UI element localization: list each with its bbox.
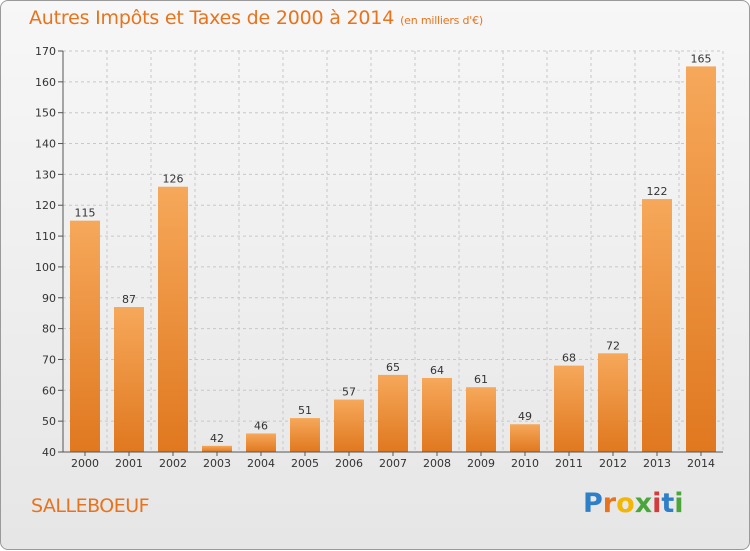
proxiti-logo[interactable]: Proxiti bbox=[583, 488, 684, 519]
bar-2008 bbox=[422, 377, 452, 452]
logo-letter: i bbox=[652, 488, 662, 519]
x-tick-label-2008: 2008 bbox=[423, 457, 451, 470]
bar-2007 bbox=[378, 374, 408, 452]
value-label-2009: 61 bbox=[474, 373, 488, 386]
x-tick-label-2002: 2002 bbox=[159, 457, 187, 470]
value-label-2005: 51 bbox=[298, 404, 312, 417]
bar-2011 bbox=[554, 365, 584, 452]
value-label-2012: 72 bbox=[606, 339, 620, 352]
x-tick-label-2009: 2009 bbox=[467, 457, 495, 470]
value-label-2006: 57 bbox=[342, 386, 356, 399]
logo-letter: x bbox=[634, 488, 653, 519]
value-label-2014: 165 bbox=[691, 52, 712, 65]
y-tick-label: 140 bbox=[35, 138, 56, 151]
logo-letter: o bbox=[616, 488, 635, 519]
value-label-2004: 46 bbox=[254, 419, 268, 432]
logo-letter: i bbox=[674, 488, 684, 519]
bar-2000 bbox=[70, 220, 100, 452]
bar-2005 bbox=[290, 418, 320, 452]
x-tick-label-2001: 2001 bbox=[115, 457, 143, 470]
y-tick-label: 110 bbox=[35, 230, 56, 243]
chart-title: Autres Impôts et Taxes de 2000 à 2014 (en… bbox=[29, 7, 483, 29]
value-label-2003: 42 bbox=[210, 432, 224, 445]
value-label-2000: 115 bbox=[75, 207, 96, 220]
bar-2009 bbox=[466, 387, 496, 452]
x-tick-label-2000: 2000 bbox=[71, 457, 99, 470]
bar-2014 bbox=[686, 66, 716, 452]
y-tick-label: 120 bbox=[35, 199, 56, 212]
value-label-2001: 87 bbox=[122, 293, 136, 306]
value-label-2010: 49 bbox=[518, 410, 532, 423]
bars bbox=[70, 66, 716, 452]
bar-2004 bbox=[246, 433, 276, 452]
y-tick-label: 160 bbox=[35, 76, 56, 89]
chart-title-unit: (en milliers d'€) bbox=[400, 14, 483, 27]
x-tick-label-2006: 2006 bbox=[335, 457, 363, 470]
chart-title-text: Autres Impôts et Taxes de 2000 à 2014 bbox=[29, 7, 395, 29]
bar-2003 bbox=[202, 445, 232, 452]
y-tick-label: 70 bbox=[42, 353, 56, 366]
y-tick-label: 60 bbox=[42, 384, 56, 397]
x-tick-label-2007: 2007 bbox=[379, 457, 407, 470]
y-tick-label: 130 bbox=[35, 168, 56, 181]
y-tick-label: 100 bbox=[35, 261, 56, 274]
bar-2013 bbox=[642, 199, 672, 452]
logo-letter: P bbox=[583, 488, 603, 519]
x-tick-label-2003: 2003 bbox=[203, 457, 231, 470]
bar-2010 bbox=[510, 424, 540, 452]
value-label-2007: 65 bbox=[386, 361, 400, 374]
value-label-2011: 68 bbox=[562, 352, 576, 365]
bar-2001 bbox=[114, 307, 144, 452]
bar-2012 bbox=[598, 353, 628, 452]
y-tick-label: 90 bbox=[42, 292, 56, 305]
x-tick-label-2012: 2012 bbox=[599, 457, 627, 470]
y-tick-label: 80 bbox=[42, 323, 56, 336]
y-tick-label: 40 bbox=[42, 446, 56, 459]
x-tick-label-2005: 2005 bbox=[291, 457, 319, 470]
commune-name: SALLEBOEUF bbox=[31, 495, 150, 517]
y-tick-label: 170 bbox=[35, 45, 56, 58]
axes: 40 50 60 70 80 90 100 110 120 130 140 150 160 170 2000… bbox=[35, 45, 723, 470]
x-tick-label-2014: 2014 bbox=[687, 457, 715, 470]
value-label-2002: 126 bbox=[163, 173, 184, 186]
y-tick-label: 50 bbox=[42, 415, 56, 428]
value-labels: 115 87 126 42 46 51 57 65 64 61 49 68 72 122 165 bbox=[75, 52, 712, 444]
x-tick-label-2011: 2011 bbox=[555, 457, 583, 470]
logo-letter: r bbox=[602, 488, 617, 519]
bar-2006 bbox=[334, 399, 364, 452]
x-tick-label-2010: 2010 bbox=[511, 457, 539, 470]
x-tick-label-2004: 2004 bbox=[247, 457, 275, 470]
x-tick-label-2013: 2013 bbox=[643, 457, 671, 470]
value-label-2008: 64 bbox=[430, 364, 444, 377]
logo-letter: t bbox=[661, 488, 675, 519]
y-tick-label: 150 bbox=[35, 107, 56, 120]
value-label-2013: 122 bbox=[647, 185, 668, 198]
bar-2002 bbox=[158, 186, 188, 452]
